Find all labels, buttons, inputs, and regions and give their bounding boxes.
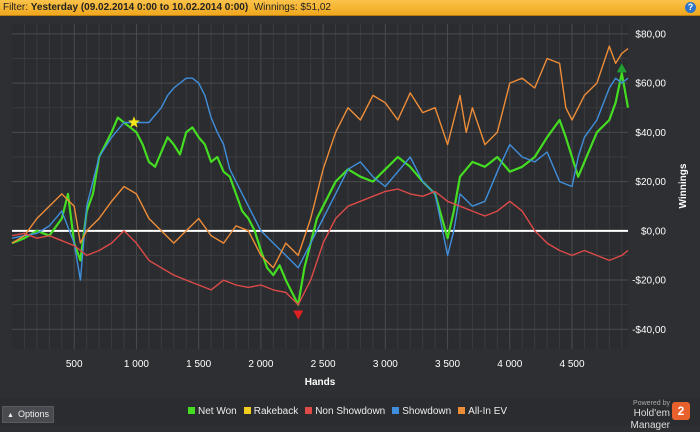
series-line-showdown bbox=[11, 77, 629, 281]
y-tick-label: $40,00 bbox=[635, 128, 666, 139]
options-label: Options bbox=[17, 409, 49, 419]
options-button[interactable]: ▲ Options bbox=[2, 406, 54, 423]
legend-item[interactable]: Non Showdown bbox=[305, 406, 385, 417]
x-tick-label: 4 000 bbox=[497, 359, 522, 370]
x-tick-label: 4 500 bbox=[559, 359, 584, 370]
legend-swatch bbox=[305, 407, 313, 414]
y-axis-label: Winnings bbox=[678, 163, 689, 208]
series-line-non-showdown bbox=[11, 188, 629, 306]
y-tick-label: $20,00 bbox=[635, 177, 666, 188]
y-tick-label: $80,00 bbox=[635, 29, 666, 40]
chevron-up-icon: ▲ bbox=[7, 412, 14, 419]
y-tick-label: $0,00 bbox=[641, 226, 666, 237]
x-tick-label: 2 500 bbox=[311, 359, 336, 370]
legend-item[interactable]: Net Won bbox=[188, 406, 237, 417]
powered-by: Powered by bbox=[633, 400, 670, 407]
series-layer bbox=[11, 45, 630, 306]
x-tick-label: 500 bbox=[66, 359, 83, 370]
legend-item[interactable]: Rakeback bbox=[243, 406, 299, 417]
filter-winnings: Winnings: $51,02 bbox=[253, 2, 331, 13]
legend: Net Won Rakeback Non Showdown Showdown All-I… bbox=[188, 406, 514, 420]
y-tick-label: -$40,00 bbox=[632, 325, 666, 336]
filter-bar: Filter: Yesterday (09.02.2014 0:00 to 10… bbox=[0, 0, 700, 16]
x-tick-label: 3 000 bbox=[373, 359, 398, 370]
legend-swatch bbox=[243, 407, 251, 414]
brand-name: Hold'em Manager bbox=[630, 408, 670, 431]
legend-swatch bbox=[392, 407, 400, 414]
winnings-chart: 500 1 000 1 500 2 000 2 500 3 000 3 500 4 000 4 … bbox=[11, 24, 689, 388]
end-point-marker bbox=[616, 63, 627, 73]
legend-label: Showdown bbox=[402, 406, 452, 417]
x-tick-label: 1 000 bbox=[124, 359, 149, 370]
y-tick-label: -$20,00 bbox=[632, 276, 666, 287]
y-tick-label: $60,00 bbox=[635, 79, 666, 90]
series-line-net-won bbox=[11, 72, 630, 306]
legend-label: All-In EV bbox=[468, 406, 508, 417]
grid bbox=[12, 24, 628, 349]
x-tick-label: 1 500 bbox=[186, 359, 211, 370]
legend-swatch bbox=[188, 407, 195, 414]
legend-swatch bbox=[458, 407, 466, 414]
filter-prefix: Filter: bbox=[3, 2, 31, 13]
y-tick-labels: -$40,00 -$20,00 $0,00 $20,00 $40,00 $60,00 $80… bbox=[632, 29, 666, 335]
star-marker bbox=[128, 116, 140, 128]
legend-item[interactable]: Showdown bbox=[392, 406, 451, 417]
plot-background bbox=[12, 24, 628, 349]
filter-range: Yesterday (09.02.2014 0:00 to 10.02.2014… bbox=[30, 2, 249, 13]
series-line-all-in-ev bbox=[11, 45, 629, 269]
x-tick-label: 3 500 bbox=[435, 359, 460, 370]
bottom-bar bbox=[0, 398, 700, 426]
legend-label: Non Showdown bbox=[315, 406, 386, 417]
hm2-logo: 2 bbox=[672, 402, 690, 420]
help-icon[interactable]: ? bbox=[685, 2, 696, 13]
x-tick-label: 2 000 bbox=[248, 359, 273, 370]
x-axis-label: Hands bbox=[305, 377, 336, 388]
legend-label: Rakeback bbox=[253, 406, 299, 417]
legend-item[interactable]: All-In EV bbox=[458, 406, 507, 417]
marker-layer bbox=[128, 63, 627, 320]
x-tick-labels: 500 1 000 1 500 2 000 2 500 3 000 3 500 4 000 4 … bbox=[66, 359, 585, 370]
brand: Powered by Hold'em Manager bbox=[600, 399, 670, 432]
legend-label: Net Won bbox=[198, 406, 237, 417]
low-point-marker bbox=[293, 310, 304, 320]
